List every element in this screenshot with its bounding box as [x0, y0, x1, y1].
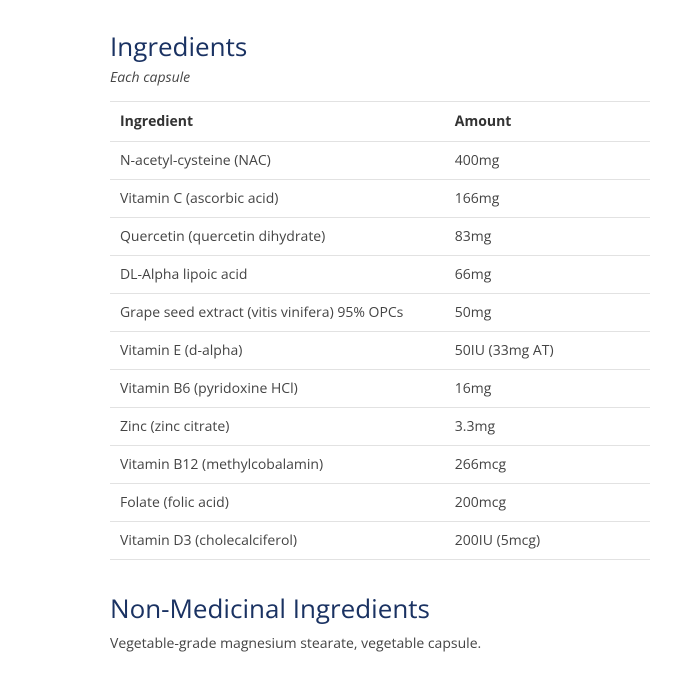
- cell-ingredient: Quercetin (quercetin dihydrate): [110, 218, 445, 256]
- cell-ingredient: Vitamin E (d-alpha): [110, 332, 445, 370]
- table-row: Grape seed extract (vitis vinifera) 95% …: [110, 294, 650, 332]
- cell-ingredient: Vitamin D3 (cholecalciferol): [110, 522, 445, 560]
- cell-amount: 266mcg: [445, 446, 650, 484]
- non-medicinal-text: Vegetable-grade magnesium stearate, vege…: [110, 634, 650, 653]
- col-header-ingredient: Ingredient: [110, 102, 445, 142]
- table-row: Vitamin E (d-alpha)50IU (33mg AT): [110, 332, 650, 370]
- cell-ingredient: N-acetyl-cysteine (NAC): [110, 142, 445, 180]
- cell-ingredient: Vitamin B6 (pyridoxine HCl): [110, 370, 445, 408]
- ingredients-subtitle: Each capsule: [110, 68, 650, 87]
- cell-ingredient: Vitamin B12 (methylcobalamin): [110, 446, 445, 484]
- cell-ingredient: Folate (folic acid): [110, 484, 445, 522]
- table-row: Folate (folic acid)200mcg: [110, 484, 650, 522]
- cell-amount: 50mg: [445, 294, 650, 332]
- cell-ingredient: DL-Alpha lipoic acid: [110, 256, 445, 294]
- cell-amount: 166mg: [445, 180, 650, 218]
- table-row: Zinc (zinc citrate)3.3mg: [110, 408, 650, 446]
- non-medicinal-heading: Non-Medicinal Ingredients: [110, 590, 650, 626]
- table-row: Vitamin B12 (methylcobalamin)266mcg: [110, 446, 650, 484]
- cell-amount: 16mg: [445, 370, 650, 408]
- table-row: N-acetyl-cysteine (NAC)400mg: [110, 142, 650, 180]
- ingredients-table: Ingredient Amount N-acetyl-cysteine (NAC…: [110, 101, 650, 560]
- cell-amount: 3.3mg: [445, 408, 650, 446]
- cell-ingredient: Grape seed extract (vitis vinifera) 95% …: [110, 294, 445, 332]
- table-header-row: Ingredient Amount: [110, 102, 650, 142]
- cell-amount: 400mg: [445, 142, 650, 180]
- cell-amount: 50IU (33mg AT): [445, 332, 650, 370]
- table-row: Vitamin D3 (cholecalciferol)200IU (5mcg): [110, 522, 650, 560]
- ingredients-heading: Ingredients: [110, 28, 650, 64]
- cell-ingredient: Vitamin C (ascorbic acid): [110, 180, 445, 218]
- table-row: Vitamin B6 (pyridoxine HCl)16mg: [110, 370, 650, 408]
- cell-amount: 200mcg: [445, 484, 650, 522]
- cell-amount: 66mg: [445, 256, 650, 294]
- table-row: Vitamin C (ascorbic acid)166mg: [110, 180, 650, 218]
- cell-amount: 200IU (5mcg): [445, 522, 650, 560]
- table-row: DL-Alpha lipoic acid66mg: [110, 256, 650, 294]
- cell-ingredient: Zinc (zinc citrate): [110, 408, 445, 446]
- table-row: Quercetin (quercetin dihydrate)83mg: [110, 218, 650, 256]
- cell-amount: 83mg: [445, 218, 650, 256]
- col-header-amount: Amount: [445, 102, 650, 142]
